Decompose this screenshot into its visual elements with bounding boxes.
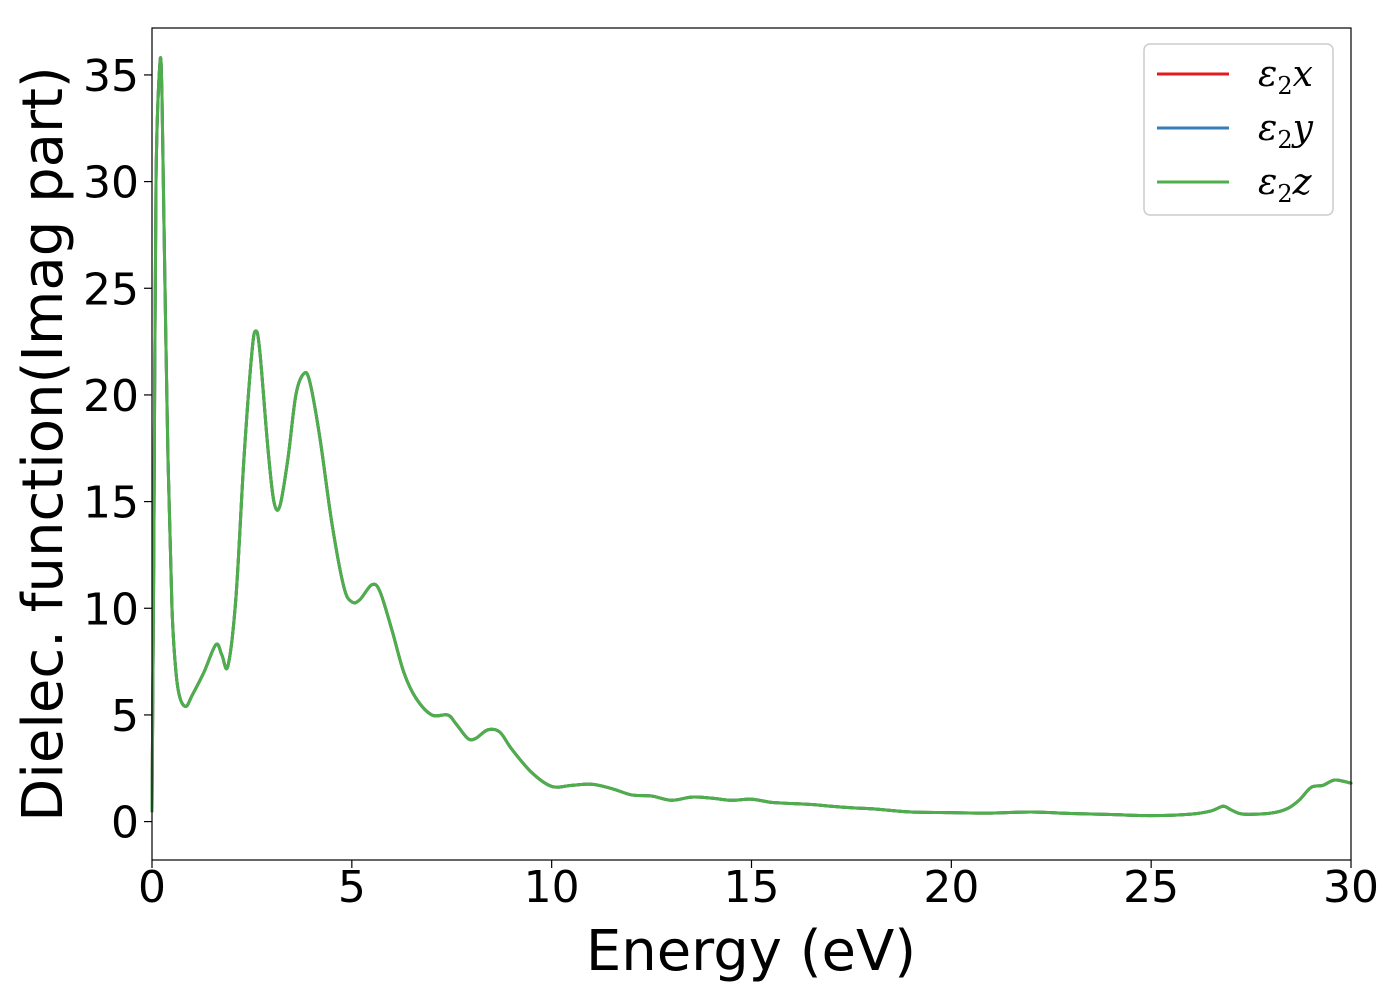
y-tick-label: 30 [83,158,139,209]
x-tick-label: 5 [338,862,366,913]
y-tick-label: 15 [83,478,139,529]
x-tick-label: 15 [724,862,780,913]
x-axis-title: Energy (eV) [586,919,916,984]
y-tick-label: 35 [83,51,139,102]
y-tick-label: 5 [111,691,139,742]
plot-series [150,56,1353,818]
y-tick-label: 25 [83,264,139,315]
y-axis-ticks: 0 5 10 15 20 25 30 35 [83,51,152,849]
x-tick-label: 25 [1123,862,1179,913]
series-line-z [150,56,1353,818]
x-tick-label: 30 [1323,862,1379,913]
x-tick-label: 10 [524,862,580,913]
legend-label-x: ε2x [1258,54,1313,100]
legend: ε2x ε2y ε2z [1143,43,1334,216]
legend-items: ε2x ε2y ε2z [1157,54,1314,208]
x-tick-label: 20 [923,862,979,913]
y-axis-title: Dielec. function(Imag part) [11,66,76,822]
legend-label-y: ε2y [1258,108,1314,154]
legend-label-z: ε2z [1258,162,1313,208]
legend-box [1143,43,1334,216]
x-axis-ticks: 0 5 10 15 20 25 30 [138,860,1379,913]
y-tick-label: 20 [83,371,139,422]
x-tick-label: 0 [138,862,166,913]
y-tick-label: 10 [83,584,139,635]
y-tick-label: 0 [111,798,139,849]
